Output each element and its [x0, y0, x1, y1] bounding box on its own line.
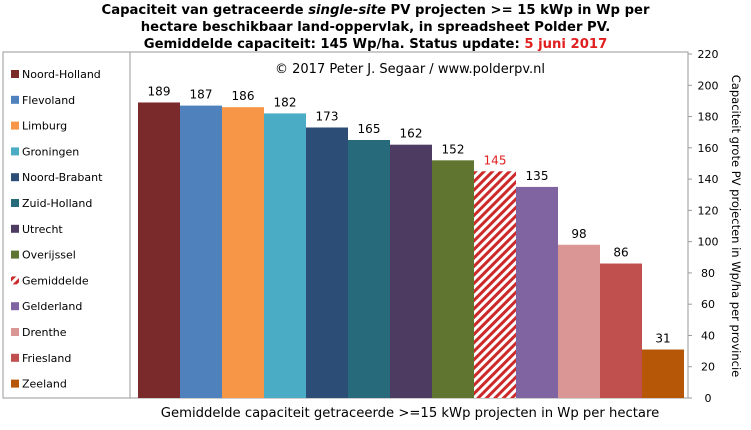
bar-value-label: 98 [571, 227, 586, 241]
bar-value-label: 186 [232, 89, 255, 103]
y-tick-label: 200 [698, 79, 719, 92]
legend-label-flevoland: Flevoland [22, 94, 75, 107]
bar-value-label: 182 [274, 95, 297, 109]
y-tick-label: 20 [701, 361, 715, 374]
y-tick-label: 40 [701, 329, 715, 342]
legend-swatch-overijssel [11, 250, 19, 259]
bar-overijssel [432, 160, 474, 398]
bar-utrecht [390, 144, 432, 398]
legend-swatch-friesland [11, 353, 19, 362]
legend-label-limburg: Limburg [22, 120, 67, 133]
y-tick-label: 180 [698, 111, 719, 124]
legend-swatch-flevoland [11, 95, 19, 104]
legend-swatch-gelderland [11, 302, 19, 311]
legend-swatch-gemiddelde [11, 276, 19, 285]
bar-limburg [222, 107, 264, 398]
bar-value-label: 86 [613, 246, 628, 260]
legend-swatch-noord-brabant [11, 173, 19, 182]
y-tick-label: 220 [698, 48, 719, 61]
bar-value-label: 135 [526, 169, 549, 183]
bar-gemiddelde [474, 171, 516, 398]
bar-value-label: 152 [442, 142, 465, 156]
chart-title: Capaciteit van getraceerde single-site P… [0, 2, 751, 53]
legend-swatch-limburg [11, 121, 19, 130]
legend-label-utrecht: Utrecht [22, 223, 63, 236]
legend-label-drenthe: Drenthe [22, 326, 67, 339]
legend-label-noord-holland: Noord-Holland [22, 68, 101, 81]
legend-label-groningen: Groningen [22, 145, 79, 158]
legend-label-friesland: Friesland [22, 352, 71, 365]
y-axis-label: Capaciteit grote PV projecten in Wp/ha p… [729, 74, 743, 378]
legend-label-gelderland: Gelderland [22, 300, 82, 313]
title-line-2: hectare beschikbaar land-oppervlak, in s… [140, 20, 611, 35]
bar-value-label: 189 [148, 84, 171, 98]
title-line-1: Capaciteit van getraceerde single-site P… [101, 3, 650, 18]
y-tick-label: 60 [701, 298, 715, 311]
bar-friesland [600, 263, 642, 398]
bar-drenthe [558, 244, 600, 398]
bar-noord-holland [138, 102, 180, 399]
legend-swatch-utrecht [11, 224, 19, 233]
bar-zuid-holland [348, 140, 390, 398]
bar-value-label: 145 [484, 153, 507, 167]
bar-groningen [264, 113, 306, 398]
legend-label-zuid-holland: Zuid-Holland [22, 197, 92, 210]
x-axis-label: Gemiddelde capaciteit getraceerde >=15 k… [160, 406, 660, 421]
legend-swatch-groningen [11, 147, 19, 156]
bar-flevoland [180, 105, 222, 398]
bar-noord-brabant [306, 127, 348, 398]
bar-value-label: 173 [316, 109, 339, 123]
y-tick-label: 0 [705, 392, 712, 405]
legend-label-zeeland: Zeeland [22, 378, 67, 391]
bar-value-label: 165 [358, 122, 381, 136]
copyright-annotation: © 2017 Peter J. Segaar / www.polderpv.nl [275, 62, 545, 77]
legend-swatch-noord-holland [11, 70, 19, 78]
bar-value-label: 162 [400, 127, 423, 141]
bar-gelderland [516, 186, 558, 398]
bar-value-label: 187 [190, 88, 213, 102]
legend-swatch-drenthe [11, 328, 19, 336]
y-tick-label: 140 [698, 173, 719, 186]
title-line-3: Gemiddelde capaciteit: 145 Wp/ha. Status… [143, 37, 608, 52]
legend-label-gemiddelde: Gemiddelde [22, 274, 89, 287]
legend-label-noord-brabant: Noord-Brabant [22, 171, 103, 184]
legend-swatch-zeeland [11, 379, 19, 388]
legend-label-overijssel: Overijssel [22, 249, 76, 262]
bar-value-label: 31 [655, 332, 670, 346]
status-date: 5 juni 2017 [524, 37, 608, 52]
y-tick-label: 160 [698, 142, 719, 155]
y-tick-label: 100 [698, 236, 719, 249]
legend-swatch-zuid-holland [11, 199, 19, 207]
y-tick-label: 120 [698, 204, 719, 217]
bar-zeeland [642, 349, 684, 398]
y-tick-label: 80 [701, 267, 715, 280]
